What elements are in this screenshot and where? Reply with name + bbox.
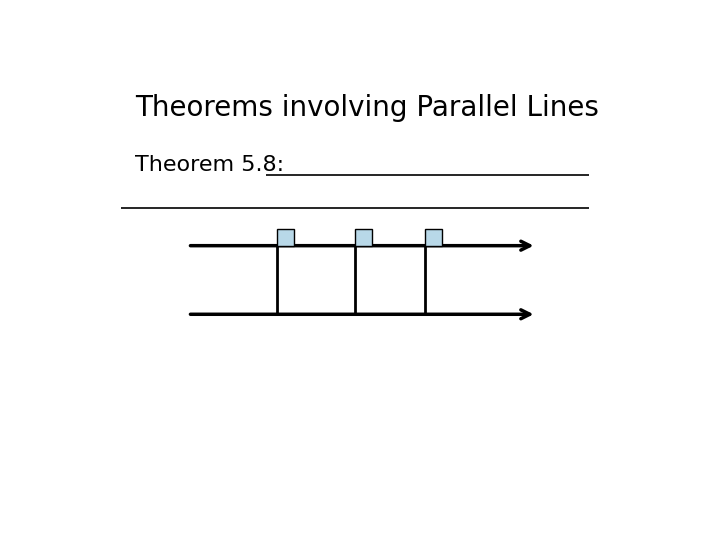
Text: Theorem 5.8:: Theorem 5.8:	[135, 154, 284, 174]
Text: Theorems involving Parallel Lines: Theorems involving Parallel Lines	[135, 94, 598, 122]
Bar	[277, 229, 294, 246]
Bar	[355, 229, 372, 246]
Bar	[425, 229, 441, 246]
